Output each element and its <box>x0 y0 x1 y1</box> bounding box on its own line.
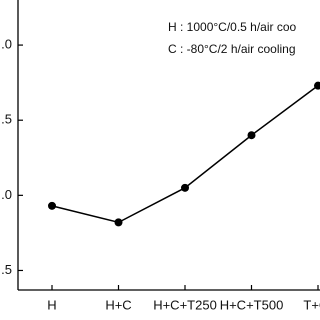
y-tick-label: .5 <box>1 262 12 277</box>
y-tick-label: .5 <box>1 112 12 127</box>
x-tick-label: H+C+T250 <box>153 297 217 312</box>
point <box>247 131 256 140</box>
annotation: C : -80°C/2 h/air cooling <box>168 42 296 56</box>
annotation: H : 1000°C/0.5 h/air coo <box>168 20 297 34</box>
x-tick-label: T+C- <box>303 297 320 312</box>
point <box>314 81 320 90</box>
x-tick-label: H+C <box>105 297 131 312</box>
point <box>181 183 189 192</box>
point <box>114 218 123 227</box>
y-tick-label: .0 <box>1 187 12 202</box>
line <box>51 85 319 224</box>
x-tick-label: H <box>47 297 56 312</box>
y-tick-label: .0 <box>1 37 12 52</box>
point <box>48 201 56 210</box>
x-tick-label: H+C+T500 <box>220 297 284 312</box>
